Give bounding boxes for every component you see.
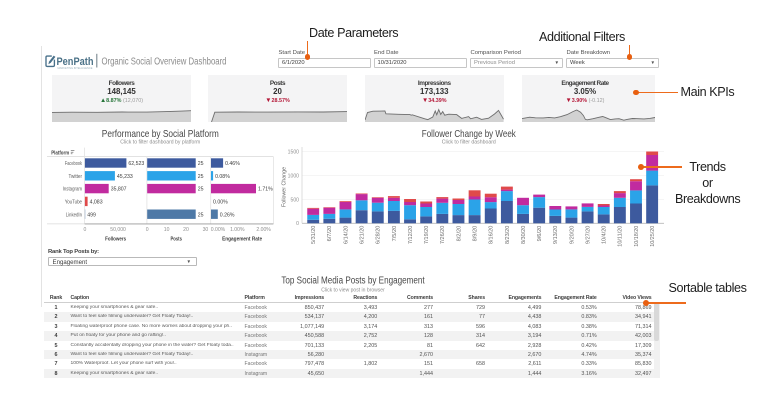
svg-text:1500: 1500 bbox=[288, 150, 299, 156]
svg-text:9/6/20: 9/6/20 bbox=[537, 226, 543, 242]
svg-text:Top Social Media Posts by Enga: Top Social Media Posts by Engagement bbox=[281, 275, 425, 286]
svg-text:8/2/20: 8/2/20 bbox=[456, 226, 462, 242]
svg-text:7/19/20: 7/19/20 bbox=[424, 226, 430, 244]
svg-text:25: 25 bbox=[198, 161, 204, 167]
svg-text:10/4/20: 10/4/20 bbox=[602, 226, 608, 244]
svg-text:8/23/20: 8/23/20 bbox=[505, 226, 511, 244]
svg-text:9/27/20: 9/27/20 bbox=[585, 226, 591, 244]
svg-text:0.46%: 0.46% bbox=[225, 161, 240, 167]
svg-text:Facebook: Facebook bbox=[65, 161, 82, 167]
svg-text:Twitter: Twitter bbox=[69, 174, 83, 180]
svg-text:0: 0 bbox=[296, 221, 299, 227]
svg-text:Click to view post in browser: Click to view post in browser bbox=[321, 288, 385, 294]
svg-text:0: 0 bbox=[83, 227, 86, 233]
svg-text:0.26%: 0.26% bbox=[220, 212, 235, 218]
svg-text:1.71%: 1.71% bbox=[258, 187, 273, 193]
svg-text:35,807: 35,807 bbox=[111, 187, 127, 193]
svg-text:30: 30 bbox=[203, 227, 209, 233]
svg-text:25: 25 bbox=[198, 174, 204, 180]
svg-text:0.00%: 0.00% bbox=[213, 200, 228, 206]
svg-text:9/20/20: 9/20/20 bbox=[569, 226, 575, 244]
svg-text:YouTube: YouTube bbox=[65, 200, 82, 206]
svg-text:9/13/20: 9/13/20 bbox=[553, 226, 559, 244]
svg-text:25: 25 bbox=[198, 187, 204, 193]
svg-text:25: 25 bbox=[198, 212, 204, 218]
svg-text:10/11/20: 10/11/20 bbox=[618, 226, 624, 247]
svg-text:7/5/20: 7/5/20 bbox=[392, 226, 398, 242]
svg-text:10: 10 bbox=[164, 227, 170, 233]
svg-text:8/9/20: 8/9/20 bbox=[473, 226, 479, 242]
svg-text:10/18/20: 10/18/20 bbox=[634, 226, 640, 247]
svg-text:1000: 1000 bbox=[288, 173, 299, 179]
svg-text:45,233: 45,233 bbox=[117, 174, 133, 180]
svg-text:Follower Change by Week: Follower Change by Week bbox=[422, 129, 517, 140]
svg-text:Instagram: Instagram bbox=[63, 187, 83, 193]
svg-text:0.00%: 0.00% bbox=[211, 227, 226, 233]
svg-text:1.00%: 1.00% bbox=[230, 227, 245, 233]
svg-text:500: 500 bbox=[291, 197, 300, 203]
svg-text:5/31/20: 5/31/20 bbox=[311, 226, 317, 244]
svg-text:7/12/20: 7/12/20 bbox=[408, 226, 414, 244]
svg-text:499: 499 bbox=[87, 212, 96, 218]
svg-text:20: 20 bbox=[183, 227, 189, 233]
svg-text:6/7/20: 6/7/20 bbox=[327, 226, 333, 242]
svg-text:Posts: Posts bbox=[170, 237, 182, 243]
svg-text:Followers: Followers bbox=[105, 237, 126, 243]
svg-text:7/26/20: 7/26/20 bbox=[440, 226, 446, 244]
svg-text:62,523: 62,523 bbox=[128, 161, 144, 167]
svg-text:Organic Social Overview Dashbo: Organic Social Overview Dashboard bbox=[102, 56, 227, 67]
svg-text:PenPath: PenPath bbox=[57, 56, 94, 68]
svg-text:LinkedIn: LinkedIn bbox=[66, 212, 82, 218]
svg-text:4,083: 4,083 bbox=[90, 200, 103, 206]
svg-text:Click to filter dashboard by p: Click to filter dashboard by platform bbox=[120, 140, 201, 146]
svg-text:50,000: 50,000 bbox=[110, 227, 126, 233]
svg-text:MARKETING INTELLIGENCE: MARKETING INTELLIGENCE bbox=[58, 67, 93, 70]
svg-text:6/28/20: 6/28/20 bbox=[376, 226, 382, 244]
svg-text:6/21/20: 6/21/20 bbox=[360, 226, 366, 244]
svg-text:2.00%: 2.00% bbox=[256, 227, 271, 233]
svg-text:Follower Change: Follower Change bbox=[282, 167, 288, 207]
svg-text:Engagement Rate: Engagement Rate bbox=[222, 237, 263, 243]
svg-text:8/16/20: 8/16/20 bbox=[489, 226, 495, 244]
svg-text:8/30/20: 8/30/20 bbox=[521, 226, 527, 244]
svg-text:6/14/20: 6/14/20 bbox=[343, 226, 349, 244]
svg-text:0: 0 bbox=[146, 227, 149, 233]
svg-text:0.08%: 0.08% bbox=[215, 174, 230, 180]
svg-text:Click to filter dashboard: Click to filter dashboard bbox=[442, 140, 496, 146]
svg-text:Performance by Social Platform: Performance by Social Platform bbox=[102, 129, 219, 140]
svg-text:10/25/20: 10/25/20 bbox=[650, 226, 656, 247]
svg-text:Platform: Platform bbox=[51, 151, 69, 157]
